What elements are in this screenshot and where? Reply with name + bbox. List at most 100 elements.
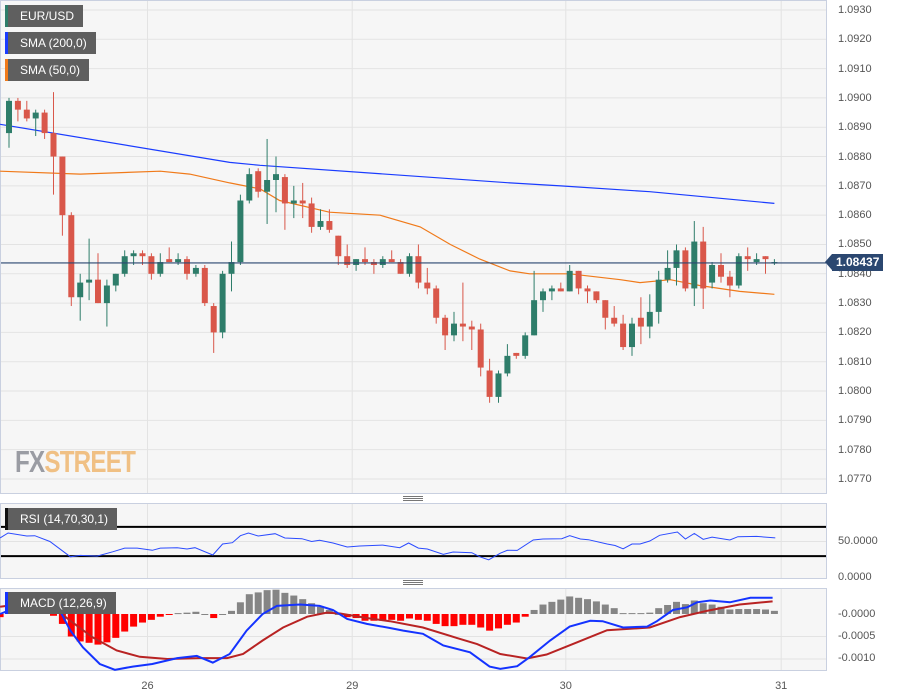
candle-body: [735, 256, 742, 286]
macd-histogram-bar: [557, 599, 565, 614]
macd-histogram-bar: [156, 614, 164, 617]
legend-sma50[interactable]: SMA (50,0): [5, 59, 90, 81]
macd-histogram-bar: [673, 601, 680, 614]
candle: [103, 279, 110, 327]
legend-macd[interactable]: MACD (12,26,9): [5, 592, 116, 614]
macd-histogram-bar: [281, 592, 289, 614]
candle-body: [451, 323, 457, 336]
candle: [299, 182, 306, 219]
candle-body: [228, 262, 235, 274]
candle-body: [548, 288, 555, 292]
macd-histogram-bar: [664, 605, 672, 614]
macd-histogram-bar: [210, 614, 218, 619]
candle-body: [299, 200, 306, 204]
candle: [166, 247, 173, 263]
sma200-line: [0, 123, 775, 204]
macd-histogram-bar: [379, 614, 387, 621]
macd-histogram-bar: [219, 614, 227, 615]
candle: [602, 300, 609, 330]
macd-histogram-bar: [112, 614, 120, 638]
candle: [41, 109, 48, 139]
candle-body: [646, 311, 653, 327]
macd-histogram-bar: [503, 614, 511, 625]
macd-histogram-bar: [566, 596, 574, 614]
candle: [655, 270, 662, 324]
macd-histogram-bar: [744, 609, 752, 614]
macd-histogram-bar: [610, 608, 618, 614]
candle: [388, 250, 395, 263]
candle: [735, 253, 742, 289]
candle-body: [620, 323, 627, 348]
candle-body: [335, 235, 342, 257]
candle-body: [201, 267, 208, 304]
candle: [112, 273, 119, 292]
macd-panel-resize-handle[interactable]: [403, 580, 423, 585]
macd-histogram-bar: [94, 614, 102, 645]
macd-histogram-bar: [539, 604, 547, 614]
candle-body: [531, 300, 538, 336]
candle: [637, 297, 644, 345]
macd-histogram-bar: [637, 613, 645, 615]
macd-histogram-bar: [414, 614, 422, 620]
rsi-line: [0, 531, 776, 561]
candle-body: [442, 317, 449, 336]
candle-body: [77, 282, 84, 298]
macd-histogram-bar: [263, 590, 271, 614]
candle-body: [192, 267, 199, 274]
candle-body: [433, 288, 440, 318]
macd-histogram-bar: [699, 603, 707, 614]
candle-body: [175, 259, 182, 263]
price-axis-label: 1.0880: [838, 150, 872, 163]
candle: [620, 314, 627, 350]
candle-body: [281, 177, 288, 204]
candle: [344, 244, 351, 268]
rsi-panel-resize-handle[interactable]: [403, 496, 423, 501]
candle-body: [86, 279, 93, 283]
macd-histogram-bar: [299, 599, 307, 614]
candle-body: [50, 133, 57, 157]
candle-body: [584, 288, 591, 292]
candle-body: [513, 352, 520, 356]
candle-body: [762, 256, 769, 260]
candle-body: [103, 285, 110, 304]
price-axis-label: 1.0860: [838, 209, 872, 222]
candle-body: [611, 317, 618, 324]
macd-histogram-bar: [423, 614, 431, 621]
macd-histogram-bar: [174, 613, 182, 615]
candle: [264, 138, 271, 224]
candle: [593, 291, 600, 304]
candle: [148, 253, 155, 280]
candle: [59, 156, 66, 236]
macd-histogram-bar: [690, 600, 698, 614]
candle-body: [673, 250, 680, 268]
candle: [540, 288, 546, 312]
candle-body: [255, 171, 262, 192]
price-axis-label: 1.0890: [838, 121, 872, 134]
candle-body: [629, 323, 635, 348]
price-axis-label: 1.0900: [838, 91, 872, 104]
candle-body: [726, 276, 733, 286]
candle: [468, 320, 475, 350]
candle-body: [148, 256, 155, 274]
candle: [700, 226, 707, 309]
rsi-axis-label: 0.0000: [838, 571, 872, 583]
candle: [557, 282, 564, 292]
legend-sma200[interactable]: SMA (200,0): [5, 32, 96, 54]
legend-eurusd[interactable]: EUR/USD: [5, 5, 84, 27]
legend-rsi[interactable]: RSI (14,70,30,1): [5, 508, 118, 530]
price-axis-label: 1.0930: [838, 4, 872, 16]
candle: [50, 92, 57, 195]
candle-body: [237, 200, 244, 263]
candle-body: [753, 259, 760, 263]
candle: [86, 238, 93, 301]
candle-body: [718, 264, 724, 277]
macd-histogram-bar: [628, 613, 636, 615]
candle-body: [540, 291, 546, 301]
candle: [157, 253, 164, 277]
candle-body: [6, 100, 12, 134]
candle-body: [575, 270, 582, 289]
candle: [335, 235, 342, 265]
time-axis-label: 30: [559, 680, 572, 692]
candle-body: [495, 373, 502, 397]
